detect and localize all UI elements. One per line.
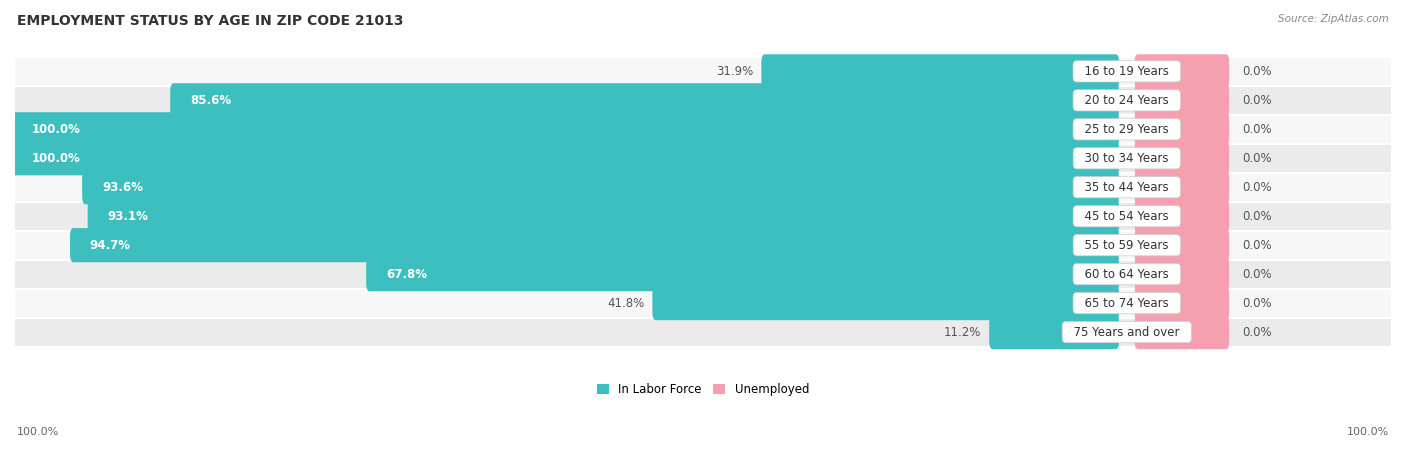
FancyBboxPatch shape	[761, 54, 1119, 88]
Text: Source: ZipAtlas.com: Source: ZipAtlas.com	[1278, 14, 1389, 23]
Text: 0.0%: 0.0%	[1243, 326, 1272, 339]
Text: 0.0%: 0.0%	[1243, 181, 1272, 194]
Text: 0.0%: 0.0%	[1243, 65, 1272, 78]
Text: 100.0%: 100.0%	[31, 123, 80, 136]
Bar	[15, 173, 1391, 202]
Text: 11.2%: 11.2%	[943, 326, 981, 339]
Text: 0.0%: 0.0%	[1243, 152, 1272, 165]
Text: 0.0%: 0.0%	[1243, 94, 1272, 107]
Text: 93.1%: 93.1%	[107, 210, 149, 223]
Text: 20 to 24 Years: 20 to 24 Years	[1077, 94, 1177, 107]
Text: 45 to 54 Years: 45 to 54 Years	[1077, 210, 1177, 223]
FancyBboxPatch shape	[1135, 315, 1229, 349]
Bar	[15, 202, 1391, 230]
FancyBboxPatch shape	[170, 83, 1119, 117]
Text: 100.0%: 100.0%	[17, 428, 59, 437]
Text: 75 Years and over: 75 Years and over	[1066, 326, 1187, 339]
Text: 31.9%: 31.9%	[717, 65, 754, 78]
FancyBboxPatch shape	[1135, 112, 1229, 147]
Text: 0.0%: 0.0%	[1243, 297, 1272, 309]
Text: 35 to 44 Years: 35 to 44 Years	[1077, 181, 1177, 194]
FancyBboxPatch shape	[1135, 286, 1229, 320]
Text: 30 to 34 Years: 30 to 34 Years	[1077, 152, 1177, 165]
FancyBboxPatch shape	[1135, 54, 1229, 88]
Text: 93.6%: 93.6%	[103, 181, 143, 194]
FancyBboxPatch shape	[1135, 199, 1229, 233]
Bar	[15, 144, 1391, 173]
Bar	[15, 318, 1391, 346]
FancyBboxPatch shape	[87, 199, 1119, 233]
Text: 25 to 29 Years: 25 to 29 Years	[1077, 123, 1177, 136]
FancyBboxPatch shape	[1135, 83, 1229, 117]
Text: 0.0%: 0.0%	[1243, 267, 1272, 281]
Text: 94.7%: 94.7%	[90, 239, 131, 252]
Bar	[15, 57, 1391, 86]
FancyBboxPatch shape	[1135, 257, 1229, 291]
Bar	[15, 86, 1391, 115]
FancyBboxPatch shape	[1135, 141, 1229, 175]
FancyBboxPatch shape	[1135, 228, 1229, 262]
FancyBboxPatch shape	[11, 112, 1119, 147]
Text: 16 to 19 Years: 16 to 19 Years	[1077, 65, 1177, 78]
Text: 85.6%: 85.6%	[190, 94, 231, 107]
Text: 100.0%: 100.0%	[31, 152, 80, 165]
Text: 0.0%: 0.0%	[1243, 210, 1272, 223]
Bar	[15, 260, 1391, 289]
FancyBboxPatch shape	[366, 257, 1119, 291]
Text: 67.8%: 67.8%	[387, 267, 427, 281]
FancyBboxPatch shape	[990, 315, 1119, 349]
FancyBboxPatch shape	[70, 228, 1119, 262]
Text: 65 to 74 Years: 65 to 74 Years	[1077, 297, 1177, 309]
FancyBboxPatch shape	[82, 170, 1119, 204]
FancyBboxPatch shape	[652, 286, 1119, 320]
Text: 60 to 64 Years: 60 to 64 Years	[1077, 267, 1177, 281]
Text: 55 to 59 Years: 55 to 59 Years	[1077, 239, 1177, 252]
Bar	[15, 115, 1391, 144]
FancyBboxPatch shape	[11, 141, 1119, 175]
Text: 0.0%: 0.0%	[1243, 123, 1272, 136]
Text: EMPLOYMENT STATUS BY AGE IN ZIP CODE 21013: EMPLOYMENT STATUS BY AGE IN ZIP CODE 210…	[17, 14, 404, 28]
Text: 100.0%: 100.0%	[1347, 428, 1389, 437]
Legend: In Labor Force, Unemployed: In Labor Force, Unemployed	[592, 378, 814, 400]
FancyBboxPatch shape	[1135, 170, 1229, 204]
Bar	[15, 230, 1391, 260]
Bar	[15, 289, 1391, 318]
Text: 41.8%: 41.8%	[607, 297, 645, 309]
Text: 0.0%: 0.0%	[1243, 239, 1272, 252]
